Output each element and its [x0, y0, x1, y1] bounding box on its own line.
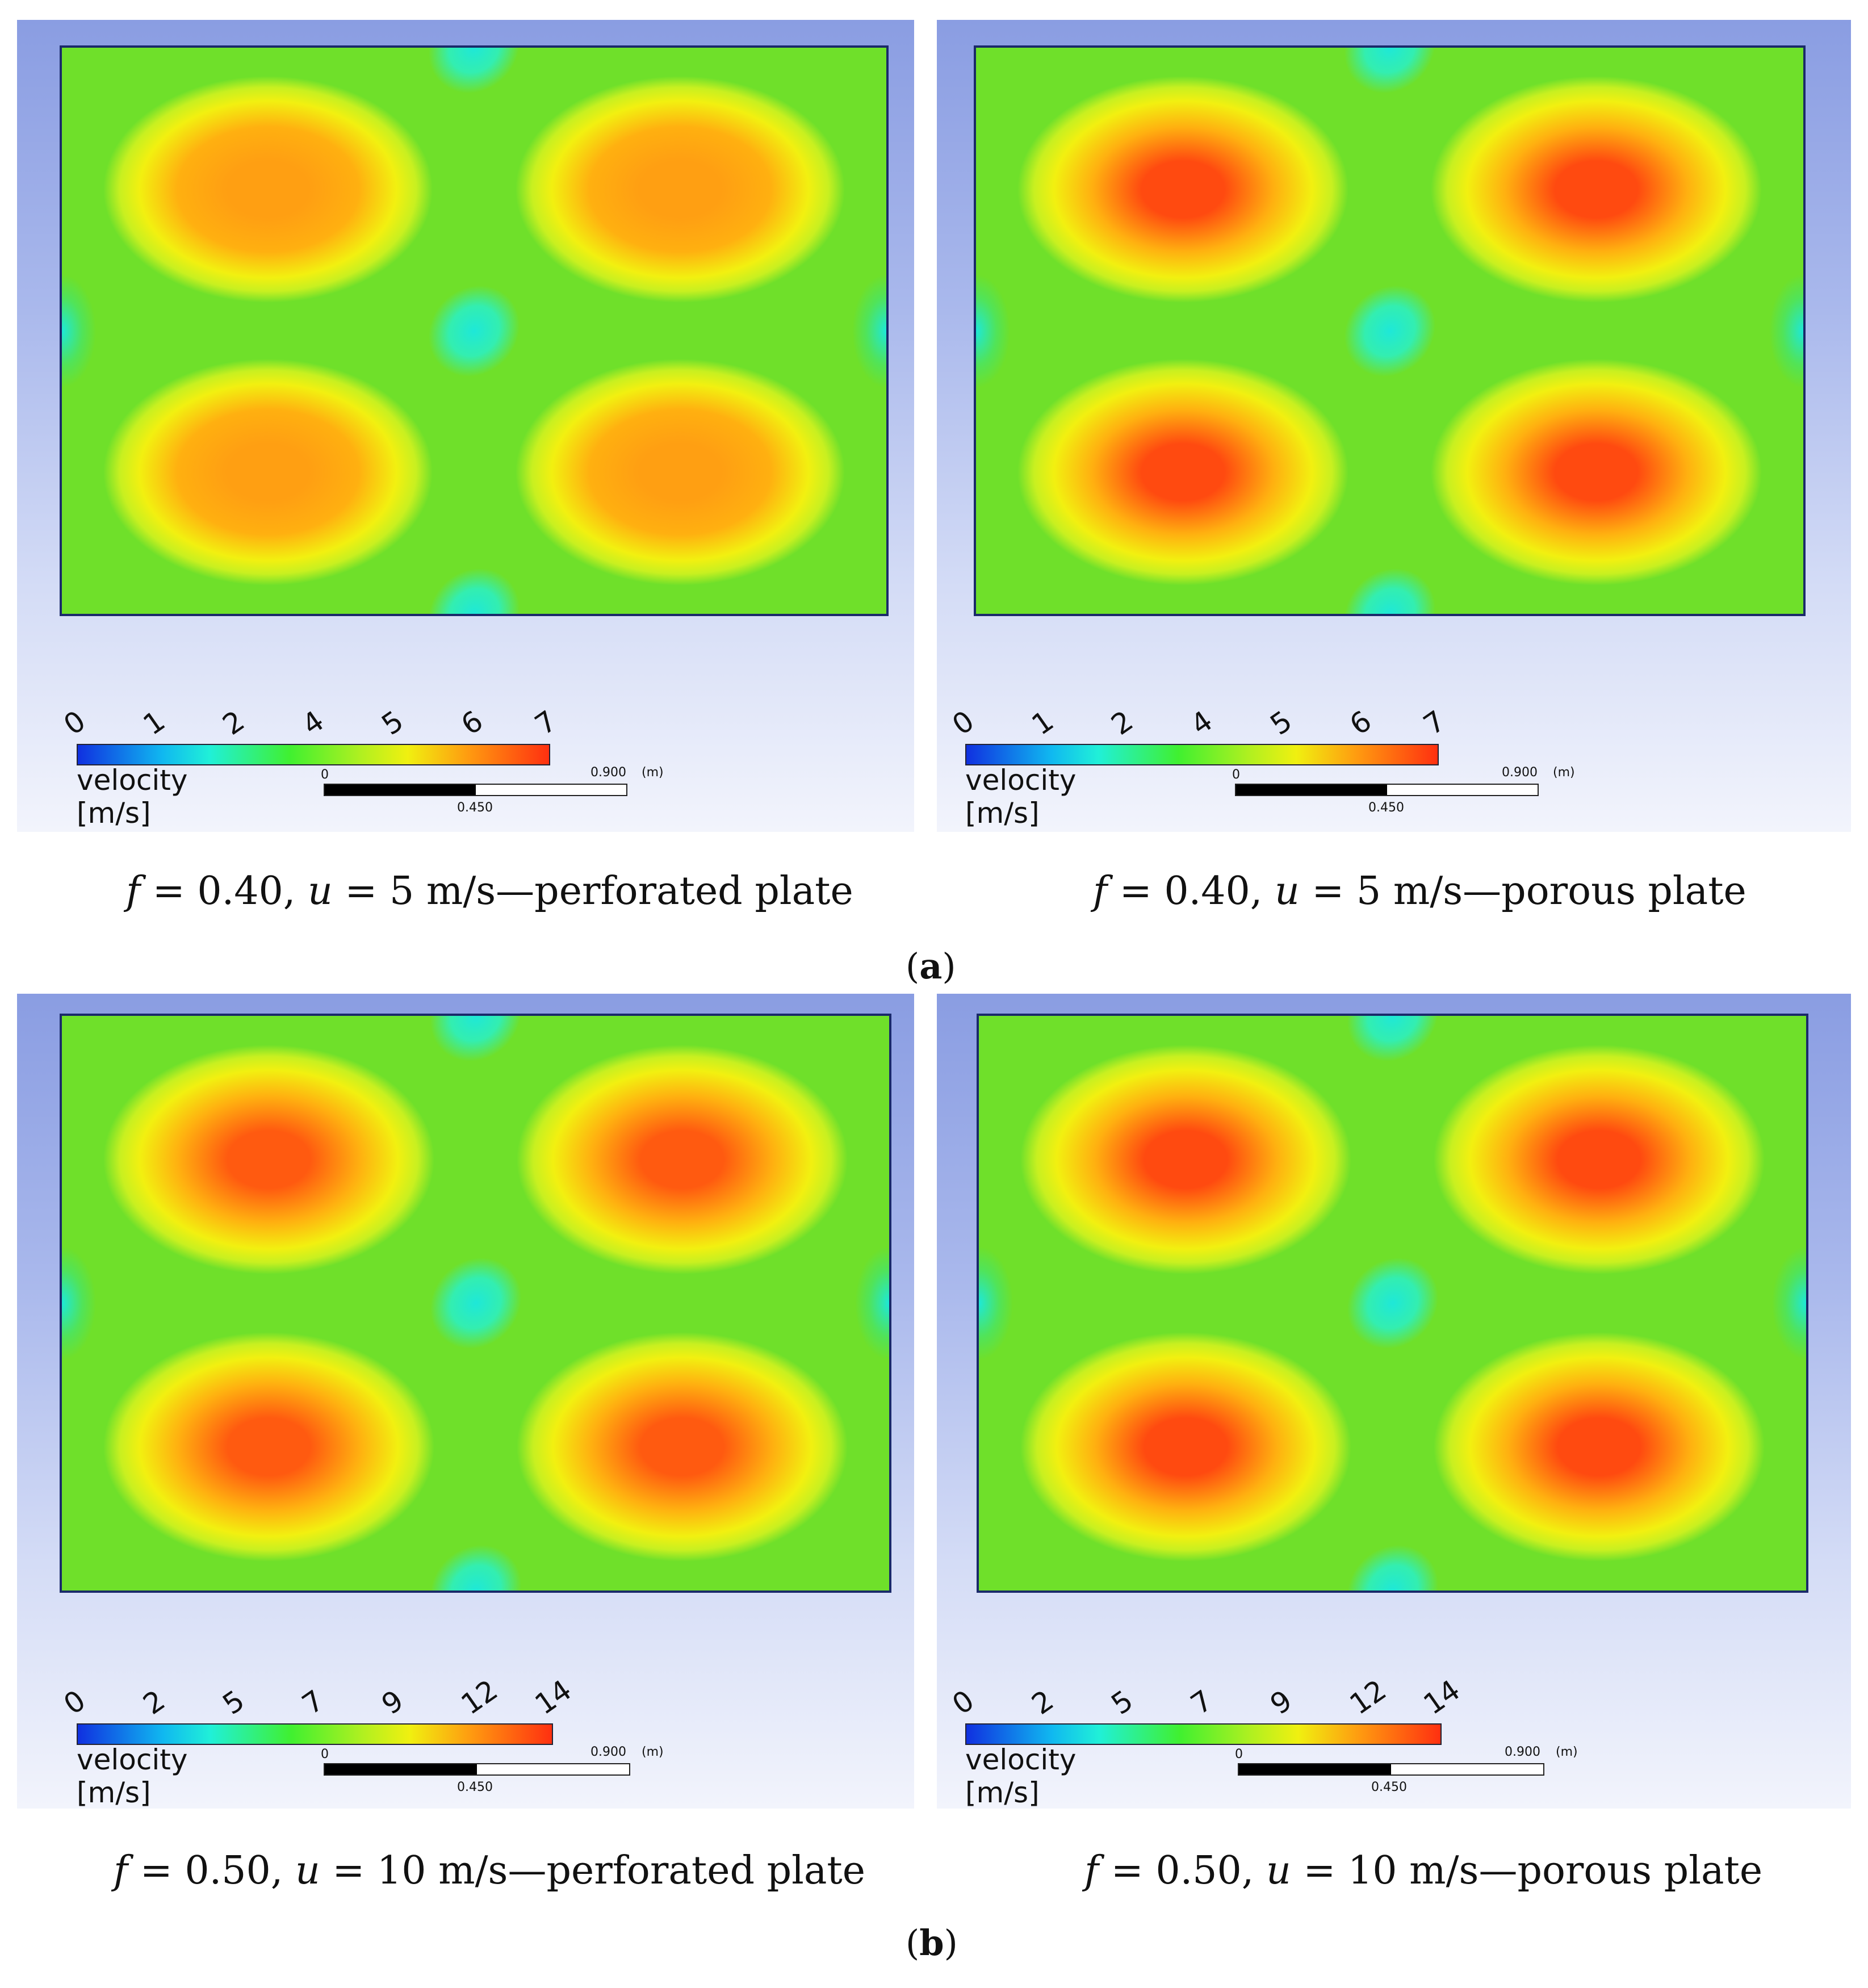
scale-zero-label: 0 — [1235, 1747, 1243, 1761]
high-velocity-cell — [103, 76, 433, 303]
low-velocity-zone — [409, 266, 539, 395]
high-velocity-cell — [515, 359, 845, 586]
low-velocity-zone — [1328, 1016, 1457, 1081]
scale-bar — [1238, 1763, 1544, 1776]
scale-zero-label: 0 — [321, 768, 329, 782]
low-velocity-zone — [62, 274, 96, 388]
scale-bar — [324, 1763, 630, 1776]
low-velocity-zone — [62, 1246, 96, 1360]
high-velocity-cell — [1020, 1044, 1351, 1275]
low-velocity-zone — [976, 274, 1010, 388]
low-velocity-zone — [979, 1246, 1013, 1360]
colorbar-label: velocity [m/s] — [965, 1743, 1077, 1809]
high-velocity-cell — [517, 1044, 848, 1275]
scale-unit-label: (m) — [1556, 1745, 1578, 1759]
colorbar-label: velocity [m/s] — [77, 1743, 188, 1809]
scale-zero-label: 0 — [1232, 768, 1240, 782]
low-velocity-zone — [1769, 274, 1803, 388]
high-velocity-cell — [1431, 76, 1762, 303]
high-velocity-cell — [103, 1332, 434, 1562]
high-velocity-cell — [103, 1044, 434, 1275]
velocity-contour-b-left — [60, 1014, 891, 1593]
caption-b-right: f = 0.50, u = 10 m/s—porous plate — [1084, 1848, 1763, 1893]
colorbar — [77, 744, 550, 765]
low-velocity-zone — [1325, 48, 1454, 112]
colorbar-label: velocity [m/s] — [77, 764, 188, 830]
scale-end-label: 0.900 — [1505, 1745, 1540, 1759]
scale-unit-label: (m) — [642, 1745, 664, 1759]
low-velocity-zone — [1325, 549, 1454, 614]
colorbar — [965, 744, 1439, 765]
colorbar-label: velocity [m/s] — [965, 764, 1077, 830]
caption-a-right: f = 0.40, u = 5 m/s—porous plate — [1093, 869, 1746, 914]
high-velocity-cell — [1020, 1332, 1351, 1562]
scale-mid-label: 0.450 — [457, 1780, 493, 1794]
caption-b-left: f = 0.50, u = 10 m/s—perforated plate — [114, 1848, 865, 1893]
low-velocity-zone — [409, 549, 539, 614]
caption-a-left: f = 0.40, u = 5 m/s—perforated plate — [126, 869, 853, 914]
low-velocity-zone — [1328, 1238, 1457, 1368]
scale-mid-label: 0.450 — [1368, 801, 1404, 815]
subfigure-label-b: (b) — [906, 1922, 958, 1964]
scale-bar — [324, 784, 627, 796]
scale-zero-label: 0 — [321, 1747, 329, 1761]
scale-mid-label: 0.450 — [457, 801, 493, 815]
scale-unit-label: (m) — [642, 765, 664, 780]
high-velocity-cell — [1017, 359, 1348, 586]
high-velocity-cell — [103, 359, 433, 586]
velocity-contour-a-right — [974, 45, 1806, 616]
velocity-contour-b-right — [977, 1014, 1808, 1593]
low-velocity-zone — [1772, 1246, 1806, 1360]
high-velocity-cell — [1434, 1044, 1765, 1275]
velocity-contour-a-left — [60, 45, 889, 616]
scale-end-label: 0.900 — [590, 765, 626, 780]
colorbar — [965, 1723, 1442, 1745]
low-velocity-zone — [852, 274, 886, 388]
low-velocity-zone — [1325, 266, 1454, 395]
subfigure-label-a: (a) — [906, 945, 956, 987]
colorbar — [77, 1723, 553, 1745]
low-velocity-zone — [855, 1246, 889, 1360]
scale-bar — [1235, 784, 1539, 796]
scale-unit-label: (m) — [1553, 765, 1575, 780]
scale-mid-label: 0.450 — [1371, 1780, 1407, 1794]
scale-end-label: 0.900 — [1502, 765, 1538, 780]
high-velocity-cell — [515, 76, 845, 303]
low-velocity-zone — [1328, 1526, 1457, 1591]
high-velocity-cell — [1434, 1332, 1765, 1562]
low-velocity-zone — [411, 1526, 540, 1591]
low-velocity-zone — [411, 1238, 540, 1368]
low-velocity-zone — [409, 48, 539, 112]
high-velocity-cell — [1431, 359, 1762, 586]
scale-end-label: 0.900 — [590, 1745, 626, 1759]
high-velocity-cell — [517, 1332, 848, 1562]
high-velocity-cell — [1017, 76, 1348, 303]
low-velocity-zone — [411, 1016, 540, 1081]
